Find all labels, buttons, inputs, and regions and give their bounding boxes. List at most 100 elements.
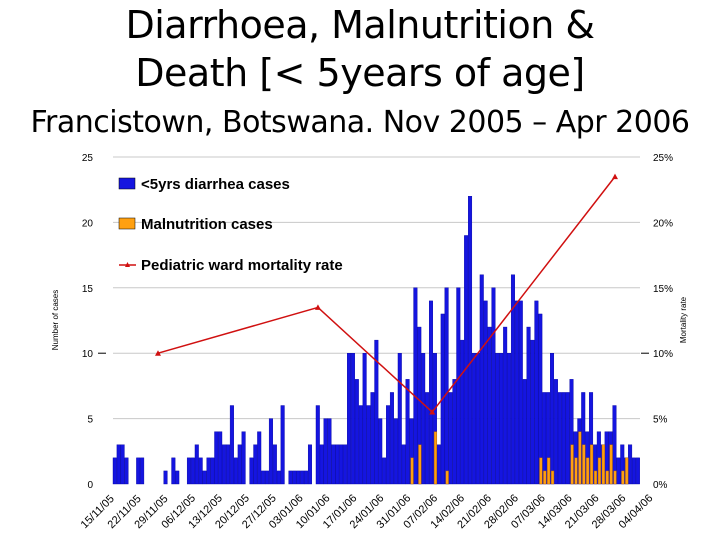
diarrhea-bar — [413, 287, 418, 485]
diarrhea-bar — [116, 444, 121, 485]
diarrhea-bar — [253, 444, 258, 485]
y-tick-label: 15 — [82, 284, 94, 295]
diarrhea-bar — [452, 379, 457, 485]
malnutrition-bar — [547, 457, 551, 485]
diarrhea-bar — [429, 300, 433, 485]
diarrhea-bar — [296, 470, 301, 485]
diarrhea-bar — [194, 444, 199, 485]
diarrhea-bar — [628, 444, 633, 485]
diarrhea-bar — [222, 444, 227, 485]
legend-marker-mortality — [125, 262, 130, 267]
diarrhea-bar — [374, 339, 379, 485]
diarrhea-bar — [448, 392, 453, 485]
diarrhea-bar — [471, 353, 476, 485]
mortality-polyline — [157, 176, 616, 414]
legend-label-diarrhea: <5yrs diarrhea cases — [141, 176, 290, 193]
y2-tick-label: 10% — [653, 349, 673, 360]
y-tick-label: 10 — [82, 349, 94, 360]
malnutrition-bar — [543, 470, 547, 485]
diarrhea-bar — [491, 287, 496, 485]
diarrhea-bar — [307, 444, 312, 485]
diarrhea-bar — [479, 274, 484, 485]
legend-label-malnutrition: Malnutrition cases — [141, 216, 273, 233]
malnutrition-bar — [593, 470, 598, 485]
diarrhea-bar — [304, 470, 309, 485]
diarrhea-bar — [214, 431, 219, 485]
malnutrition-bar — [574, 457, 578, 485]
diarrhea-bar — [186, 457, 191, 485]
y2-tick-label: 5% — [653, 415, 668, 426]
diarrhea-bar — [249, 457, 254, 485]
diarrhea-bar — [499, 353, 504, 485]
diarrhea-bar — [557, 392, 562, 485]
diarrhea-bar — [405, 379, 410, 485]
diarrhea-bar — [565, 392, 570, 485]
diarrhea-bar — [534, 300, 539, 485]
malnutrition-bar — [613, 470, 617, 485]
diarrhea-bar — [616, 457, 621, 485]
diarrhea-bar — [323, 418, 328, 485]
diarrhea-bar — [561, 392, 566, 485]
diarrhea-bar — [518, 300, 523, 485]
diarrhea-bar — [507, 353, 512, 485]
diarrhea-bar — [292, 470, 297, 485]
y-tick-label: 25 — [82, 153, 94, 164]
diarrhea-bar — [456, 287, 461, 485]
malnutrition-bar — [433, 431, 438, 485]
diarrhea-bar — [272, 444, 277, 485]
diarrhea-bar — [198, 457, 203, 485]
malnutrition-bar — [582, 444, 586, 485]
diarrhea-bar — [218, 431, 223, 485]
diarrhea-bar — [327, 418, 332, 485]
diarrhea-bar — [553, 379, 558, 485]
diarrhea-bar — [495, 353, 500, 485]
y2-tick-label: 25% — [653, 153, 673, 164]
malnutrition-bar — [586, 457, 590, 485]
diarrhea-bar — [265, 470, 270, 485]
diarrhea-bar — [464, 235, 469, 485]
diarrhea-bar — [339, 444, 344, 485]
malnutrition-bar — [445, 470, 449, 485]
diarrhea-bar — [487, 326, 492, 485]
y-tick-label: 20 — [82, 218, 94, 229]
mortality-point — [155, 350, 161, 356]
diarrhea-bar — [241, 431, 246, 485]
diarrhea-bar — [112, 457, 117, 485]
diarrhea-bar — [315, 405, 320, 485]
y2-tick-label: 0% — [653, 480, 668, 491]
diarrhea-bar — [229, 405, 234, 485]
diarrhea-bar — [171, 457, 176, 485]
diarrhea-bar — [635, 457, 640, 485]
diarrhea-bar — [331, 444, 336, 485]
subtitle: Francistown, Botswana. Nov 2005 – Apr 20… — [30, 105, 690, 140]
diarrhea-bar — [401, 444, 406, 485]
diarrhea-bar — [257, 431, 262, 485]
diarrhea-bar — [366, 405, 371, 485]
diarrhea-bar — [483, 300, 488, 485]
diarrhea-bar — [163, 470, 168, 485]
diarrhea-bar — [206, 457, 211, 485]
diarrhea-bar — [397, 353, 402, 485]
malnutrition-bar — [605, 470, 609, 485]
diarrhea-bar — [319, 444, 324, 485]
malnutrition-bar — [410, 457, 414, 485]
diarrhea-bar — [175, 470, 180, 485]
diarrhea-bar — [421, 353, 426, 485]
diarrhea-bar — [382, 457, 387, 485]
diarrhea-bar — [425, 392, 430, 485]
diarrhea-bar — [288, 470, 293, 485]
malnutrition-bar — [570, 444, 574, 485]
diarrhea-bar — [514, 300, 519, 485]
y-tick-label: 5 — [87, 415, 93, 426]
diarrhea-bar — [460, 339, 465, 485]
legend-swatch-malnutrition — [118, 217, 136, 230]
y-axis-label: Number of cases — [51, 290, 60, 350]
title-line-1: Diarrhoea, Malnutrition & — [125, 3, 595, 47]
diarrhea-bar — [522, 379, 527, 485]
diarrhea-bar — [268, 418, 273, 485]
diarrhea-bar — [526, 326, 531, 485]
diarrhea-bar — [124, 457, 129, 485]
mortality-point — [314, 304, 321, 310]
diarrhea-bar — [530, 339, 535, 485]
diarrhea-bar — [510, 274, 515, 485]
